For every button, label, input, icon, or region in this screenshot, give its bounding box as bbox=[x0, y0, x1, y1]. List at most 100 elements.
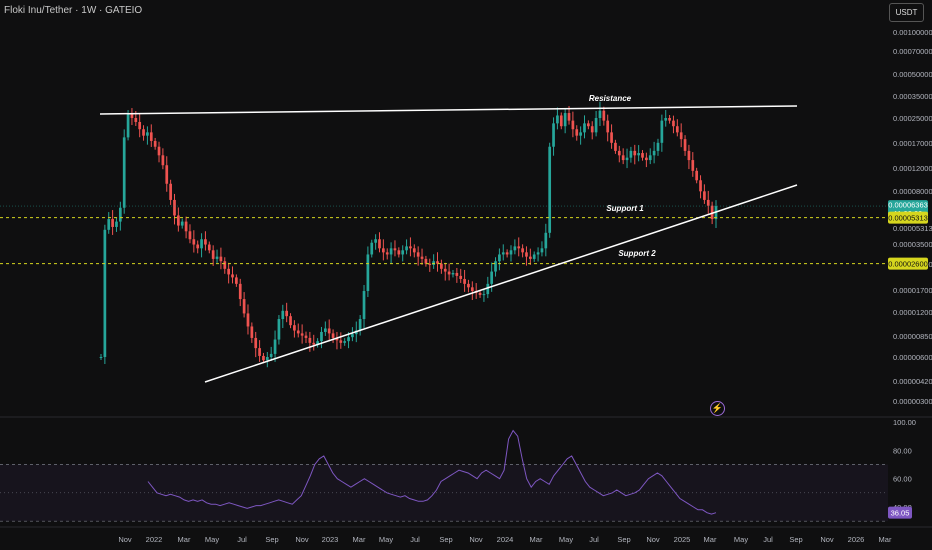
candle-body bbox=[304, 335, 308, 338]
time-tick-label: May bbox=[379, 535, 393, 544]
candle-body bbox=[370, 242, 374, 255]
candle-body bbox=[320, 331, 323, 342]
candle-body bbox=[625, 157, 629, 161]
candle-body bbox=[327, 328, 331, 334]
candle-body bbox=[505, 252, 509, 255]
candle-body bbox=[281, 310, 285, 320]
lightning-icon[interactable]: ⚡ bbox=[710, 401, 725, 416]
time-tick-label: Sep bbox=[439, 535, 452, 544]
candle-body bbox=[416, 252, 420, 257]
candle-body bbox=[331, 333, 335, 338]
support-badge-box bbox=[888, 211, 928, 224]
candle-body bbox=[536, 252, 540, 255]
annotation-label: Support 1 bbox=[606, 204, 644, 213]
candle-body bbox=[231, 274, 234, 278]
candle-body bbox=[412, 248, 416, 253]
candle-body bbox=[366, 254, 370, 292]
candle-body bbox=[486, 283, 490, 295]
candle-body bbox=[463, 278, 466, 284]
candle-body bbox=[556, 115, 559, 124]
time-tick-label: Nov bbox=[295, 535, 309, 544]
candle-body bbox=[668, 118, 671, 121]
candle-body bbox=[532, 254, 536, 259]
candle-body bbox=[316, 341, 319, 345]
candle-body bbox=[138, 121, 142, 130]
candle-body bbox=[451, 272, 455, 275]
candle-body bbox=[126, 113, 130, 138]
candle-body bbox=[335, 337, 339, 341]
candle-body bbox=[501, 252, 505, 255]
candle-body bbox=[621, 155, 625, 161]
time-tick-label: May bbox=[559, 535, 573, 544]
candle-body bbox=[567, 113, 571, 121]
support-badge-value: 0.00005313 bbox=[888, 214, 928, 223]
candle-body bbox=[498, 254, 501, 262]
candle-body bbox=[103, 229, 107, 357]
price-tick-label: 0.00005313 bbox=[893, 224, 932, 233]
rsi-badge: 36.05 bbox=[888, 506, 912, 519]
time-tick-label: Sep bbox=[789, 535, 802, 544]
candle-body bbox=[149, 132, 153, 141]
candle-body bbox=[459, 275, 463, 279]
currency-button[interactable]: USDT bbox=[889, 3, 924, 22]
candle-body bbox=[409, 246, 412, 249]
time-tick-label: Nov bbox=[469, 535, 483, 544]
price-axis[interactable]: 0.00100000 0.00070000 0.00050000 0.00035000… bbox=[888, 28, 932, 406]
annotation-label: Support 2 bbox=[618, 249, 656, 258]
candle-body bbox=[629, 150, 633, 158]
candle-body bbox=[652, 150, 656, 156]
time-tick-label: Nov bbox=[118, 535, 132, 544]
candle-body bbox=[482, 294, 486, 296]
price-tick-label: 0.00025000 bbox=[893, 114, 932, 123]
candle-body bbox=[699, 180, 702, 192]
candle-body bbox=[610, 132, 613, 143]
candle-body bbox=[118, 207, 122, 222]
candle-body bbox=[296, 330, 300, 334]
candle-body bbox=[443, 268, 447, 272]
candle-body bbox=[200, 239, 203, 249]
candle-body bbox=[420, 256, 424, 259]
candle-body bbox=[587, 123, 590, 127]
candle-body bbox=[509, 250, 513, 255]
time-tick-label: 2023 bbox=[322, 535, 339, 544]
candle-body bbox=[134, 118, 138, 122]
levels-group: Resistance Support 1 Support 2 bbox=[0, 94, 888, 383]
candle-body bbox=[540, 248, 544, 253]
candle-body bbox=[107, 219, 111, 230]
candle-body bbox=[204, 239, 207, 245]
candle-body bbox=[293, 325, 296, 331]
candle-body bbox=[679, 132, 683, 140]
candle-body bbox=[246, 313, 250, 327]
candle-body bbox=[594, 118, 598, 133]
candle-body bbox=[173, 199, 176, 216]
candle-body bbox=[262, 355, 265, 361]
candle-body bbox=[192, 239, 196, 245]
candle-body bbox=[374, 239, 377, 243]
time-tick-label: May bbox=[734, 535, 748, 544]
candle-body bbox=[250, 326, 254, 338]
candle-body bbox=[401, 250, 405, 255]
candle-body bbox=[470, 287, 474, 292]
candle-body bbox=[703, 191, 706, 200]
candle-body bbox=[559, 115, 563, 127]
candle-body bbox=[115, 221, 118, 227]
candle-body bbox=[691, 160, 695, 171]
candle-body bbox=[130, 113, 134, 118]
candle-body bbox=[382, 248, 385, 253]
price-tick-label: 0.00000850 bbox=[893, 332, 932, 341]
candle-body bbox=[153, 140, 157, 147]
candle-body bbox=[277, 319, 281, 340]
candle-body bbox=[695, 170, 699, 181]
price-tick-label: 0.00000420 bbox=[893, 377, 932, 386]
time-axis[interactable]: Nov 2022 Mar May Jul Sep Nov 2023 Mar May Jul Sep No… bbox=[118, 535, 892, 544]
candle-body bbox=[188, 231, 192, 240]
time-tick-label: 2026 bbox=[848, 535, 865, 544]
time-tick-label: Nov bbox=[646, 535, 660, 544]
candle-body bbox=[285, 310, 289, 317]
candle-body bbox=[614, 142, 617, 151]
candle-body bbox=[169, 183, 172, 200]
candle-body bbox=[165, 165, 169, 184]
